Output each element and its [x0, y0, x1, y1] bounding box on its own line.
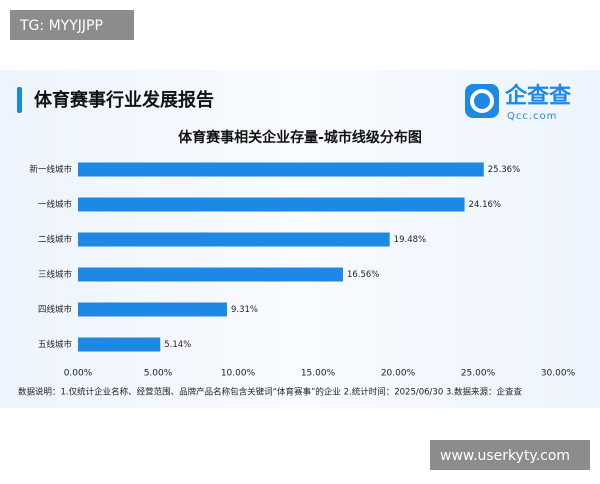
bar — [78, 232, 390, 247]
x-tick-label: 20.00% — [381, 369, 416, 379]
header-title: 体育赛事行业发展报告 — [34, 89, 214, 111]
x-tick-label: 15.00% — [301, 369, 336, 379]
x-tick-label: 0.00% — [64, 369, 93, 379]
y-tick-label: 新一线城市 — [29, 164, 72, 175]
value-label: 25.36% — [488, 165, 520, 175]
y-tick-label: 一线城市 — [38, 199, 73, 210]
y-tick-label: 三线城市 — [38, 269, 73, 280]
y-tick-label: 五线城市 — [38, 339, 73, 350]
logo-sub: Qcc.com — [507, 111, 557, 122]
x-tick-label: 5.00% — [144, 369, 173, 379]
value-label: 24.16% — [469, 200, 501, 210]
bar — [78, 302, 227, 317]
y-tick-label: 二线城市 — [38, 234, 73, 245]
footnote: 数据说明：1.仅统计企业名称、经营范围、品牌产品名称包含关键词“体育赛事”的企业… — [18, 387, 523, 398]
watermark: TG: MYYJJPP — [19, 18, 103, 34]
logo-icon — [465, 84, 499, 118]
chart-title: 体育赛事相关企业存量-城市线级分布图 — [178, 129, 422, 146]
bar — [78, 267, 343, 282]
bar — [78, 337, 161, 352]
header-accent — [17, 87, 22, 113]
watermark: www.userkyty.com — [440, 448, 570, 464]
x-tick-label: 30.00% — [541, 369, 576, 379]
x-tick-label: 10.00% — [221, 369, 256, 379]
logo-name: 企查查 — [504, 83, 571, 109]
watermark-box — [430, 440, 590, 470]
watermark-box — [10, 10, 134, 40]
value-label: 19.48% — [394, 235, 426, 245]
x-tick-label: 25.00% — [461, 369, 496, 379]
bar — [78, 162, 484, 177]
value-label: 5.14% — [164, 340, 191, 350]
bar — [78, 197, 465, 212]
value-label: 16.56% — [347, 270, 379, 280]
logo-ring — [470, 89, 494, 113]
y-tick-label: 四线城市 — [38, 304, 73, 315]
value-label: 9.31% — [231, 305, 258, 315]
